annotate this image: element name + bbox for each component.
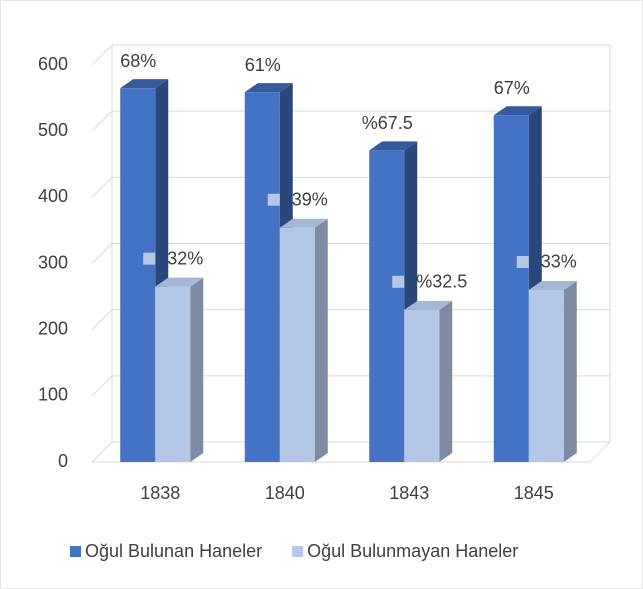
bar bbox=[528, 280, 577, 462]
bar-top bbox=[155, 277, 204, 287]
data-label: 32% bbox=[167, 248, 203, 268]
data-label-key bbox=[143, 252, 156, 265]
bar-side bbox=[439, 300, 453, 462]
y-tick-label: 200 bbox=[38, 318, 68, 338]
data-label: 33% bbox=[541, 252, 577, 272]
bar-top bbox=[279, 218, 328, 228]
y-tick-label: 400 bbox=[38, 186, 68, 206]
bar-front bbox=[155, 286, 191, 462]
bar-top bbox=[493, 106, 542, 116]
legend-label: Oğul Bulunan Haneler bbox=[85, 541, 262, 561]
bar-top bbox=[244, 83, 293, 93]
legend-label: Oğul Bulunmayan Haneler bbox=[307, 541, 518, 561]
legend-key bbox=[70, 546, 81, 557]
bar-front bbox=[493, 115, 529, 462]
data-label: 67% bbox=[494, 78, 530, 98]
bar-front bbox=[369, 150, 405, 463]
bar bbox=[155, 277, 204, 462]
bar bbox=[244, 83, 293, 463]
data-label-key bbox=[516, 255, 529, 268]
bar-front bbox=[244, 92, 280, 463]
bar bbox=[369, 141, 418, 463]
y-tick-label: 500 bbox=[38, 120, 68, 140]
bar-front bbox=[279, 227, 315, 462]
bar-top bbox=[369, 141, 418, 151]
bar-side bbox=[563, 280, 577, 462]
bar-front bbox=[404, 309, 440, 462]
y-tick-label: 100 bbox=[38, 385, 68, 405]
data-label: %67.5 bbox=[362, 113, 413, 133]
legend-key bbox=[292, 546, 304, 557]
x-tick-label: 1843 bbox=[389, 483, 429, 503]
bar-top bbox=[120, 79, 169, 89]
data-label: 39% bbox=[292, 190, 328, 210]
bar-side bbox=[190, 277, 204, 462]
x-tick-label: 1840 bbox=[265, 483, 305, 503]
bar-top bbox=[528, 280, 577, 290]
bar bbox=[404, 300, 453, 462]
y-tick-label: 300 bbox=[38, 252, 68, 272]
bar bbox=[279, 218, 328, 462]
y-tick-label: 600 bbox=[38, 54, 68, 74]
data-label-key bbox=[392, 275, 405, 288]
data-label: 61% bbox=[245, 55, 281, 75]
y-tick-label: 0 bbox=[58, 451, 68, 471]
x-tick-label: 1845 bbox=[514, 483, 554, 503]
bar-front bbox=[528, 289, 564, 462]
bar-front bbox=[120, 88, 156, 463]
data-label: 68% bbox=[120, 51, 156, 71]
data-label: %32.5 bbox=[416, 272, 467, 292]
data-label-key bbox=[267, 193, 280, 206]
bar-side bbox=[314, 218, 328, 462]
x-tick-label: 1838 bbox=[140, 483, 180, 503]
bar-top bbox=[404, 300, 453, 310]
